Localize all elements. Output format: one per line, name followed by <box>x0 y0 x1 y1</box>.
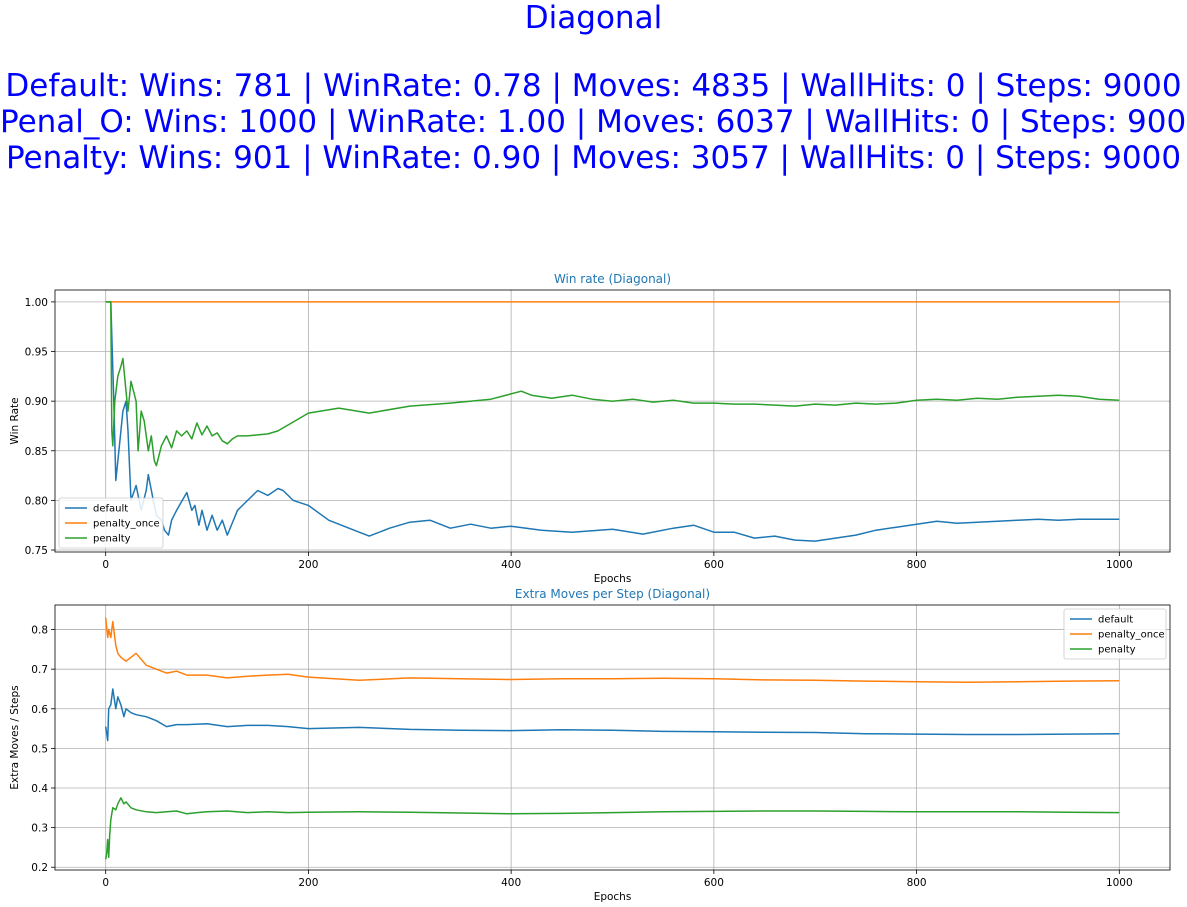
series-line-penalty <box>104 797 1120 860</box>
x-tick-label: 800 <box>907 877 927 889</box>
y-tick-label: 0.6 <box>31 704 48 716</box>
y-tick-label: 0.2 <box>31 862 48 874</box>
chart-title: Extra Moves per Step (Diagonal) <box>515 587 710 601</box>
stats-line-penal-o: Penal_O: Wins: 1000 | WinRate: 1.00 | Mo… <box>0 104 1187 140</box>
x-axis-label: Epochs <box>594 891 632 903</box>
x-tick-label: 1000 <box>1106 877 1133 889</box>
y-axis-label: Extra Moves / Steps <box>9 685 21 789</box>
x-tick-label: 1000 <box>1106 559 1133 571</box>
stats-line-penalty: Penalty: Wins: 901 | WinRate: 0.90 | Mov… <box>5 140 1182 176</box>
figure-title: Diagonal <box>524 0 663 36</box>
x-tick-label: 400 <box>501 877 521 889</box>
series-line-default <box>105 301 1120 542</box>
y-tick-label: 0.75 <box>25 545 48 557</box>
series-line-penalty_once <box>104 617 1120 683</box>
series-line-penalty <box>105 301 1120 467</box>
x-tick-label: 800 <box>907 559 927 571</box>
chart-1: 0 200 400 600 800 1000 0.75 0.80 0.85 0.90 0.95 1.0… <box>9 272 1171 585</box>
x-tick-label: 600 <box>704 877 724 889</box>
legend-label-default: default <box>93 504 128 515</box>
legend-label-penalty: penalty <box>93 534 131 545</box>
axes-frame <box>54 604 1171 871</box>
x-tick-label: 200 <box>298 877 318 889</box>
y-tick-label: 0.8 <box>31 625 48 637</box>
x-tick-label: 600 <box>704 559 724 571</box>
figure-title-block: Diagonal Default: Wins: 781 | WinRate: 0… <box>0 0 1187 176</box>
legend-label-penalty_once: penalty_once <box>1098 630 1165 641</box>
y-tick-label: 0.90 <box>25 396 48 408</box>
y-tick-label: 0.5 <box>31 743 48 755</box>
x-tick-label: 0 <box>102 877 109 889</box>
x-tick-label: 0 <box>102 559 109 571</box>
chart-title: Win rate (Diagonal) <box>554 272 671 286</box>
y-tick-label: 0.4 <box>31 783 48 795</box>
chart-2: 0 200 400 600 800 1000 0.2 0.3 0.4 0.5 0.6 0.7 0.8 Ex… <box>9 587 1171 903</box>
x-tick-label: 400 <box>501 559 521 571</box>
x-axis-label: Epochs <box>594 573 632 585</box>
legend-box <box>58 497 164 549</box>
y-tick-label: 0.80 <box>25 495 48 507</box>
y-tick-label: 0.95 <box>25 347 48 359</box>
y-tick-label: 0.3 <box>31 823 48 835</box>
series-line-default <box>104 688 1120 742</box>
y-tick-label: 0.7 <box>31 664 48 676</box>
y-tick-label: 1.00 <box>25 297 48 309</box>
stats-line-default: Default: Wins: 781 | WinRate: 0.78 | Mov… <box>5 68 1182 104</box>
legend-label-default: default <box>1098 615 1133 626</box>
y-axis-label: Win Rate <box>9 397 21 444</box>
axes-frame <box>54 289 1171 553</box>
y-tick-label: 0.85 <box>25 446 48 458</box>
legend-label-penalty: penalty <box>1098 645 1136 656</box>
legend-label-penalty_once: penalty_once <box>93 519 160 530</box>
x-tick-label: 200 <box>298 559 318 571</box>
legend-box <box>1063 608 1167 660</box>
